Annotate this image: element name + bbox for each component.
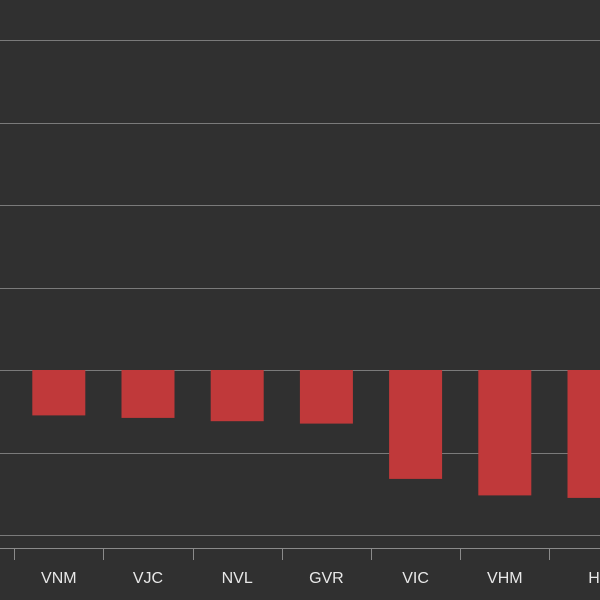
x-tick-label-vnm: VNM (41, 570, 77, 587)
x-tick-label-vjc: VJC (133, 570, 163, 587)
x-tick-label-nvl: NVL (222, 570, 253, 587)
x-tick-label-h: H (588, 570, 600, 587)
bar-nvl[interactable] (210, 370, 264, 422)
bar-vnm[interactable] (32, 370, 86, 416)
bar-vic[interactable] (389, 370, 443, 479)
x-tick-label-gvr: GVR (309, 570, 344, 587)
bar-gvr[interactable] (299, 370, 353, 424)
bar-vjc[interactable] (121, 370, 175, 418)
bar-h[interactable] (567, 370, 600, 498)
x-tick-label-vic: VIC (402, 570, 429, 587)
x-tick-label-vhm: VHM (487, 570, 523, 587)
bars (32, 370, 600, 498)
bar-vhm[interactable] (478, 370, 532, 496)
x-tick-labels: GVNMVJCNVLGVRVICVHMH (41, 570, 600, 587)
x-axis (0, 548, 600, 560)
